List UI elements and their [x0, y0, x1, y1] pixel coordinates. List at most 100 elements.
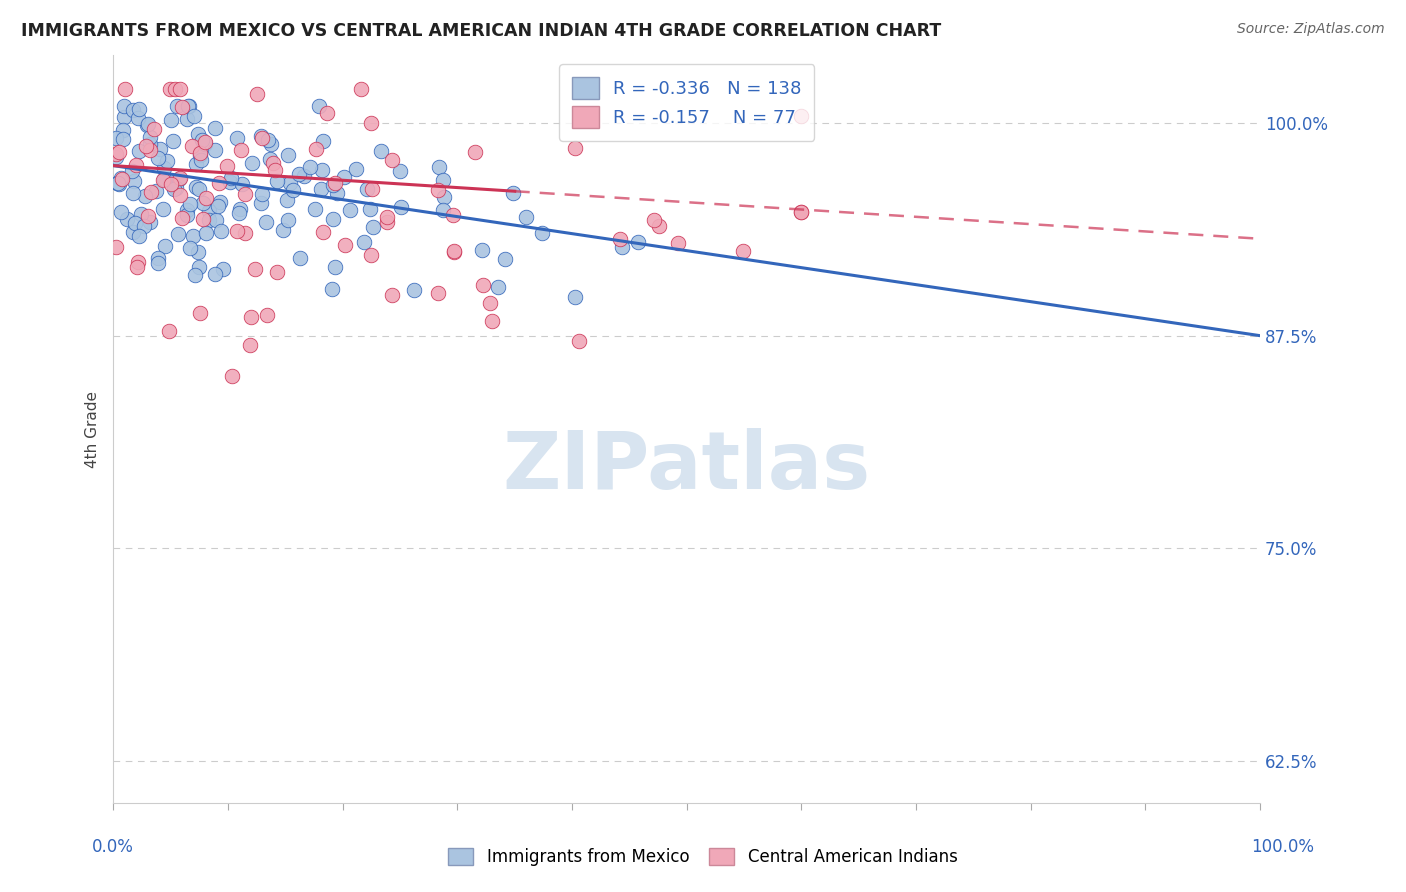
- Point: [381, 287, 404, 301]
- Point: [375, 214, 398, 228]
- Point: [288, 252, 311, 266]
- Text: ZIPatlas: ZIPatlas: [502, 427, 870, 506]
- Point: [198, 213, 221, 227]
- Point: [441, 208, 464, 222]
- Point: [198, 203, 221, 218]
- Point: [568, 334, 591, 348]
- Point: [217, 159, 239, 173]
- Point: [323, 176, 346, 190]
- Point: [181, 229, 204, 244]
- Point: [262, 156, 284, 170]
- Point: [166, 227, 188, 242]
- Text: 100.0%: 100.0%: [1251, 838, 1315, 855]
- Point: [259, 152, 281, 166]
- Point: [146, 151, 169, 165]
- Point: [281, 183, 304, 197]
- Point: [170, 100, 193, 114]
- Point: [429, 161, 451, 175]
- Point: [311, 162, 333, 177]
- Point: [135, 139, 157, 153]
- Point: [427, 183, 450, 197]
- Point: [112, 110, 135, 124]
- Point: [229, 202, 252, 216]
- Point: [187, 245, 209, 260]
- Point: [278, 176, 301, 190]
- Point: [479, 295, 502, 310]
- Point: [643, 213, 665, 227]
- Point: [166, 99, 188, 113]
- Point: [277, 212, 299, 227]
- Point: [128, 229, 150, 244]
- Point: [360, 248, 382, 262]
- Point: [360, 116, 382, 130]
- Point: [208, 176, 231, 190]
- Point: [610, 240, 633, 254]
- Point: [356, 182, 378, 196]
- Point: [564, 141, 586, 155]
- Point: [114, 82, 136, 96]
- Point: [194, 191, 217, 205]
- Point: [121, 103, 143, 118]
- Point: [361, 219, 384, 234]
- Legend: R = -0.336   N = 138, R = -0.157    N = 77: R = -0.336 N = 138, R = -0.157 N = 77: [560, 64, 814, 141]
- Point: [111, 171, 134, 186]
- Point: [226, 131, 249, 145]
- Point: [433, 190, 456, 204]
- Point: [104, 240, 127, 254]
- Point: [176, 202, 198, 217]
- Point: [288, 167, 311, 181]
- Point: [254, 215, 277, 229]
- Point: [266, 174, 288, 188]
- Point: [231, 177, 253, 191]
- Point: [204, 144, 226, 158]
- Point: [121, 163, 143, 178]
- Point: [305, 142, 328, 156]
- Point: [152, 173, 174, 187]
- Point: [515, 210, 537, 224]
- Point: [186, 180, 208, 194]
- Point: [263, 163, 285, 178]
- Point: [188, 146, 211, 161]
- Point: [471, 277, 494, 292]
- Point: [361, 182, 384, 196]
- Point: [240, 156, 263, 170]
- Point: [246, 87, 269, 102]
- Point: [104, 131, 127, 145]
- Point: [494, 252, 516, 266]
- Point: [146, 251, 169, 265]
- Point: [163, 182, 186, 196]
- Point: [228, 205, 250, 219]
- Point: [186, 157, 208, 171]
- Point: [666, 235, 689, 250]
- Point: [229, 143, 252, 157]
- Point: [149, 142, 172, 156]
- Point: [391, 201, 413, 215]
- Point: [157, 324, 180, 338]
- Point: [194, 137, 217, 152]
- Point: [208, 194, 231, 209]
- Point: [733, 244, 755, 259]
- Point: [609, 232, 631, 246]
- Point: [105, 177, 128, 191]
- Point: [138, 143, 160, 157]
- Point: [204, 267, 226, 281]
- Point: [193, 135, 215, 149]
- Point: [225, 224, 247, 238]
- Point: [432, 172, 454, 186]
- Point: [333, 170, 356, 185]
- Point: [790, 205, 813, 219]
- Point: [502, 186, 524, 201]
- Point: [530, 227, 553, 241]
- Point: [204, 212, 226, 227]
- Point: [239, 338, 262, 352]
- Point: [124, 216, 146, 230]
- Point: [169, 82, 191, 96]
- Point: [294, 169, 316, 184]
- Point: [402, 283, 425, 297]
- Point: [162, 134, 184, 148]
- Point: [127, 255, 149, 269]
- Point: [233, 227, 256, 241]
- Point: [138, 118, 160, 132]
- Point: [188, 306, 211, 320]
- Point: [323, 260, 346, 274]
